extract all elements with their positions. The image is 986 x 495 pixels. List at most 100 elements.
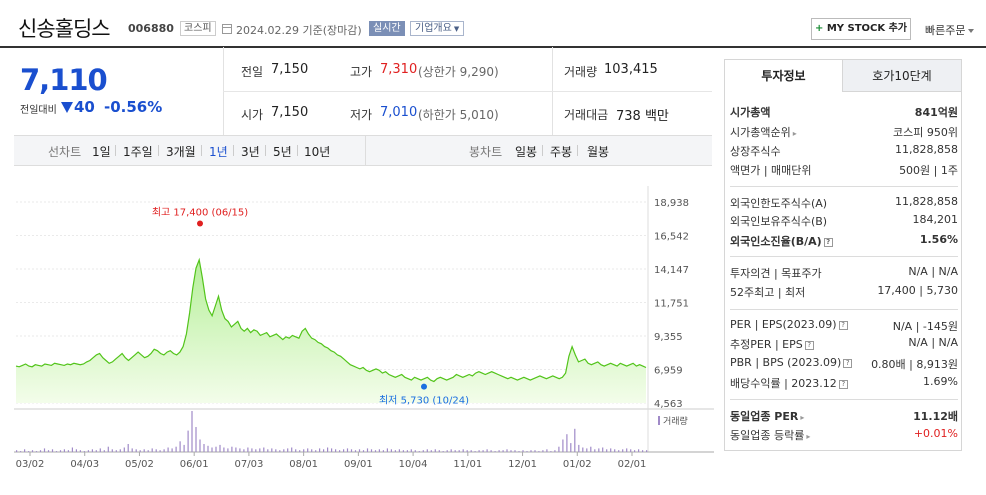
invest-label-text: 상장주식수 [730,145,781,158]
volume-bar [506,449,508,452]
volume-bar [183,444,185,452]
stock-code: 006880 [128,22,174,35]
invest-value: N/A | N/A [908,336,958,349]
tab-order-book[interactable]: 호가10단계 [843,60,961,92]
invest-label-text: 동일업종 등락률 [730,429,805,442]
y-tick-label: 18,938 [654,198,689,209]
invest-value: 1.56% [919,233,958,246]
volume-bar [51,449,54,452]
candle-monthly[interactable]: 월봉 [587,145,610,159]
invest-value: 1.69% [923,375,958,388]
market-badge: 코스피 [180,21,216,36]
candle-weekly[interactable]: 주봉 [550,145,573,159]
volume-bar [299,450,301,452]
low-label: 저가 [350,108,373,122]
volume-bar [91,449,93,452]
volume-bar [287,448,289,452]
volume-bar [35,451,38,452]
volume-bar [634,450,636,452]
invest-value: 841억원 [914,106,958,119]
volume-bar [147,450,149,452]
volume-bar [370,449,373,452]
volume-bar [199,439,201,452]
volume-bar [590,446,592,452]
my-stock-add-button[interactable]: + MY STOCK 추가 [811,18,911,40]
invest-label-text: 외국인한도주식수(A) [730,197,828,210]
invest-value: 17,400 | 5,730 [877,284,958,297]
volume-bar [602,447,604,452]
volume-bar [187,430,189,452]
volume-bar [63,449,65,452]
volume-bar [203,444,205,452]
invest-value: 0.80배 | 8,913원 [871,358,958,371]
chevron-right-icon[interactable]: ▸ [806,432,811,441]
invest-label: PER | EPS(2023.09)? [730,318,848,331]
volume-bar [522,450,524,452]
help-icon[interactable]: ? [804,340,814,350]
volume-bar [606,449,608,452]
volume-bar [406,450,408,452]
volume-bar [223,447,225,452]
volume-bar [219,444,221,452]
volume-bar [211,447,213,452]
period-1d[interactable]: 1일 [92,145,111,159]
realtime-button[interactable]: 실시간 [369,21,405,36]
chevron-right-icon[interactable]: ▸ [800,413,805,422]
volume-bar [311,449,313,452]
invest-label-text: 시가총액 [730,106,771,119]
volume-bar [239,448,241,452]
invest-value: +0.01% [913,427,958,440]
period-sep [115,145,116,156]
volume-bar [530,450,532,452]
period-1y-active[interactable]: 1년 [209,145,228,159]
max-label: 최고 17,400 (06/15) [152,207,248,219]
price-chart[interactable]: 18,938 16,542 14,147 11,751 9,355 6,959 4,563 최… [14,166,714,476]
period-3y[interactable]: 3년 [241,145,260,159]
chevron-right-icon[interactable]: ▸ [792,129,797,138]
volume-bar [179,441,181,452]
period-10y[interactable]: 10년 [304,145,331,159]
volume-bar [163,449,165,452]
period-3m[interactable]: 3개월 [166,145,196,159]
invest-label: 시가총액순위 ▸ [730,124,797,140]
down-triangle-icon [61,102,73,113]
period-sep [201,145,202,156]
company-overview-dropdown[interactable]: 기업개요 ▼ [410,21,465,36]
candle-daily[interactable]: 일봉 [515,145,538,159]
volume-bar [303,449,305,452]
period-1w[interactable]: 1주일 [123,145,153,159]
volume-bar [24,449,26,452]
volume-bar [243,449,245,452]
help-icon[interactable]: ? [823,237,833,247]
volume-bar [107,446,109,452]
volume-bar [546,449,548,452]
invest-info-panel [724,59,962,451]
volume-bar [442,451,444,452]
invest-label: 상장주식수 [730,143,781,159]
volume-bar [578,444,580,452]
my-stock-add-label: MY STOCK 추가 [826,23,908,34]
volume-bar [426,449,428,452]
help-icon[interactable]: ? [838,379,848,389]
volume-bar [534,450,536,452]
invest-label-text: 투자의견 | 목표주가 [730,267,822,280]
tab-invest-info[interactable]: 투자정보 [725,60,843,92]
open-label: 시가 [241,108,264,122]
help-icon[interactable]: ? [843,358,853,368]
volume-bar [259,448,261,452]
volume-bar [478,450,480,452]
invest-label: 동일업종 등락률 ▸ [730,427,810,443]
help-icon[interactable]: ? [838,320,848,330]
invest-label: 투자의견 | 목표주가 [730,265,822,281]
trade-amount-label: 거래대금 [564,108,609,122]
quick-order-button[interactable]: 빠른주문 [925,22,974,38]
period-5y[interactable]: 5년 [273,145,292,159]
volume-bar [446,450,448,452]
volume-bar [358,449,361,452]
volume-bar [566,434,568,452]
volume-bar [390,449,392,452]
period-sep [233,145,234,156]
volume-bar [386,448,388,452]
price-change-percent: -0.56% [104,98,163,116]
volume-bar [28,451,30,452]
